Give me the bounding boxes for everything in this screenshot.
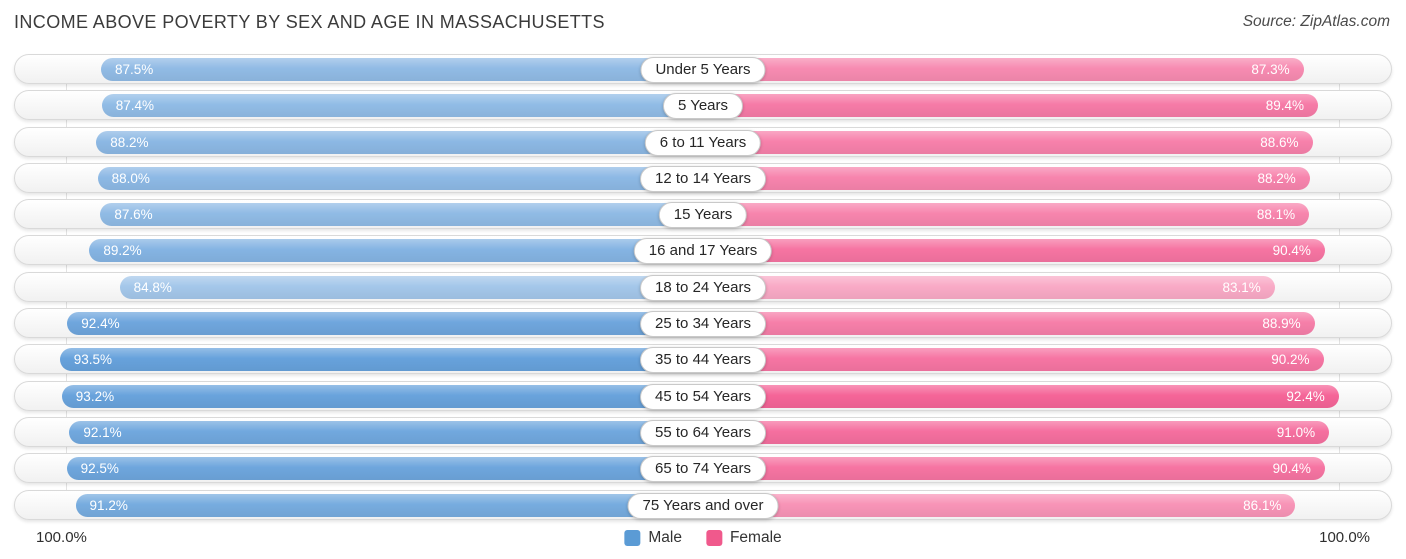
chart-row: 87.4% 89.4% 5 Years xyxy=(14,90,1392,121)
male-value-label: 88.0% xyxy=(111,170,150,186)
female-value-label: 90.4% xyxy=(1272,243,1311,259)
female-value-label: 83.1% xyxy=(1222,279,1261,295)
male-bar: 87.6% xyxy=(100,203,703,227)
female-bar: 87.3% xyxy=(703,58,1304,81)
category-label: 55 to 64 Years xyxy=(640,419,766,446)
female-bar: 90.4% xyxy=(703,457,1325,481)
male-value-label: 87.4% xyxy=(115,98,154,114)
x-axis-max-right: 100.0% xyxy=(1319,529,1370,547)
chart-rows: 87.5% 87.3% Under 5 Years 87.4% 89.4% 5 … xyxy=(14,54,1392,520)
female-value-label: 87.3% xyxy=(1251,62,1290,77)
legend-male-swatch xyxy=(624,529,641,546)
chart-row: 88.0% 88.2% 12 to 14 Years xyxy=(14,162,1392,193)
female-value-label: 92.4% xyxy=(1286,388,1325,404)
male-bar: 92.5% xyxy=(66,457,703,481)
male-value-label: 91.2% xyxy=(89,497,128,513)
male-bar: 92.1% xyxy=(69,420,703,444)
male-bar: 84.8% xyxy=(119,275,703,299)
source-attribution: Source: ZipAtlas.com xyxy=(1242,13,1390,30)
female-bar: 91.0% xyxy=(703,420,1330,444)
x-axis-max-left: 100.0% xyxy=(36,529,87,547)
male-value-label: 87.6% xyxy=(114,207,153,223)
chart-row: 93.5% 90.2% 35 to 44 Years xyxy=(14,344,1392,375)
chart-row: 92.4% 88.9% 25 to 34 Years xyxy=(14,308,1392,339)
category-label: 15 Years xyxy=(658,202,748,229)
legend-male-label: Male xyxy=(648,528,682,546)
chart-row: 87.6% 88.1% 15 Years xyxy=(14,199,1392,230)
male-value-label: 87.5% xyxy=(115,62,154,77)
female-bar: 88.9% xyxy=(703,312,1315,336)
male-value-label: 84.8% xyxy=(133,279,172,295)
female-bar: 86.1% xyxy=(703,493,1296,517)
male-bar: 93.5% xyxy=(59,348,703,372)
chart-row: 91.2% 86.1% 75 Years and over xyxy=(14,489,1392,520)
male-bar: 93.2% xyxy=(61,384,703,408)
female-bar: 90.2% xyxy=(703,348,1324,372)
female-value-label: 91.0% xyxy=(1276,424,1316,440)
female-value-label: 86.1% xyxy=(1243,497,1282,513)
category-label: 12 to 14 Years xyxy=(640,165,766,192)
chart-row: 87.5% 87.3% Under 5 Years xyxy=(14,54,1392,84)
chart-row: 93.2% 92.4% 45 to 54 Years xyxy=(14,380,1392,411)
female-value-label: 89.4% xyxy=(1265,98,1305,114)
category-label: 35 to 44 Years xyxy=(640,347,766,374)
male-value-label: 93.5% xyxy=(73,352,113,368)
male-bar: 87.5% xyxy=(101,58,703,81)
female-value-label: 88.6% xyxy=(1260,134,1299,150)
male-value-label: 93.2% xyxy=(75,388,115,404)
category-label: 65 to 74 Years xyxy=(640,456,766,483)
female-bar: 88.2% xyxy=(703,166,1310,190)
category-label: 25 to 34 Years xyxy=(640,311,766,338)
chart-row: 88.2% 88.6% 6 to 11 Years xyxy=(14,126,1392,157)
female-value-label: 90.4% xyxy=(1272,461,1311,477)
female-value-label: 88.2% xyxy=(1257,170,1296,186)
category-label: 6 to 11 Years xyxy=(644,129,762,156)
legend-female-swatch xyxy=(705,529,722,546)
category-label: 18 to 24 Years xyxy=(640,274,766,301)
legend: Male Female xyxy=(624,528,782,547)
female-bar: 89.4% xyxy=(703,94,1319,118)
chart-row: 92.1% 91.0% 55 to 64 Years xyxy=(14,416,1392,447)
category-label: 5 Years xyxy=(662,93,744,120)
legend-female-label: Female xyxy=(729,528,782,546)
female-bar: 83.1% xyxy=(703,275,1275,299)
male-bar: 88.2% xyxy=(96,130,703,154)
male-value-label: 92.4% xyxy=(81,316,120,332)
category-label: Under 5 Years xyxy=(640,57,766,83)
female-bar: 88.1% xyxy=(703,203,1310,227)
male-bar: 92.4% xyxy=(67,312,703,336)
female-value-label: 90.2% xyxy=(1271,352,1310,368)
female-value-label: 88.1% xyxy=(1256,207,1296,223)
male-bar: 87.4% xyxy=(101,94,703,118)
diverging-bar-chart: 87.5% 87.3% Under 5 Years 87.4% 89.4% 5 … xyxy=(14,54,1392,548)
chart-row: 89.2% 90.4% 16 and 17 Years xyxy=(14,235,1392,266)
male-value-label: 88.2% xyxy=(110,134,149,150)
female-value-label: 88.9% xyxy=(1262,316,1301,332)
category-label: 16 and 17 Years xyxy=(633,238,773,265)
male-value-label: 89.2% xyxy=(103,243,142,259)
female-bar: 90.4% xyxy=(703,239,1325,263)
chart-title: INCOME ABOVE POVERTY BY SEX AND AGE IN M… xyxy=(14,12,605,32)
chart-row: 92.5% 90.4% 65 to 74 Years xyxy=(14,453,1392,484)
chart-row: 84.8% 83.1% 18 to 24 Years xyxy=(14,271,1392,302)
male-bar: 91.2% xyxy=(75,493,703,517)
x-axis: 100.0% Male Female 100.0% xyxy=(14,528,1392,548)
category-label: 75 Years and over xyxy=(627,492,779,519)
male-value-label: 92.1% xyxy=(83,424,122,440)
female-bar: 92.4% xyxy=(703,384,1339,408)
female-bar: 88.6% xyxy=(703,130,1313,154)
male-bar: 89.2% xyxy=(89,239,703,263)
male-value-label: 92.5% xyxy=(80,461,119,477)
male-bar: 88.0% xyxy=(97,166,703,190)
category-label: 45 to 54 Years xyxy=(640,383,766,410)
